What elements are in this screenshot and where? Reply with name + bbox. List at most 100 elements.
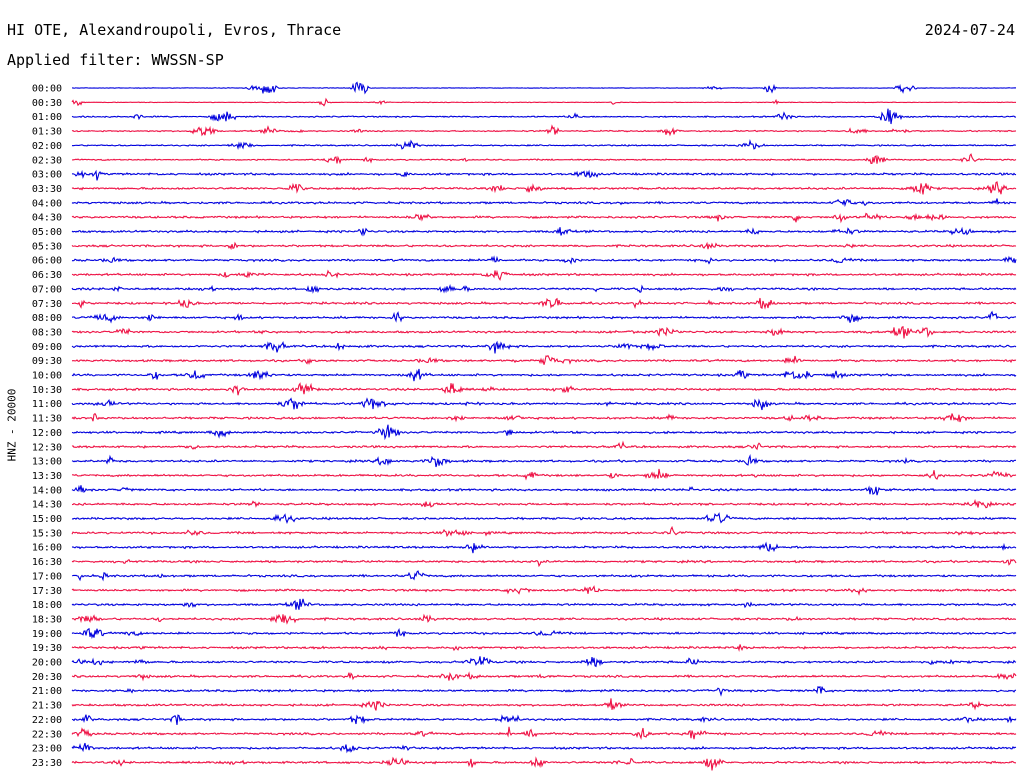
trace-row-2330 <box>71 756 1017 771</box>
row-time-label: 20:30 <box>32 672 62 683</box>
trace-row-0230 <box>71 153 1017 165</box>
row-time-label: 06:30 <box>32 270 62 281</box>
row-time-labels: 00:00 00:30 01:00 01:30 02:00 02:30 03:00 03:30… <box>32 84 62 769</box>
trace-row-1830 <box>71 613 1017 625</box>
trace-row-1000 <box>71 368 1017 382</box>
row-time-label: 13:00 <box>32 457 62 468</box>
row-time-label: 12:30 <box>32 442 62 453</box>
trace-row-0730 <box>71 297 1017 310</box>
row-time-label: 12:00 <box>32 428 62 439</box>
row-time-label: 18:30 <box>32 614 62 625</box>
row-time-label: 09:30 <box>32 356 62 367</box>
row-time-label: 08:00 <box>32 313 62 324</box>
trace-row-0800 <box>71 310 1017 324</box>
row-time-label: 21:30 <box>32 701 62 712</box>
trace-row-0330 <box>71 181 1017 195</box>
trace-row-0000 <box>71 81 1017 95</box>
row-time-label: 13:30 <box>32 471 62 482</box>
row-time-label: 09:00 <box>32 342 62 353</box>
trace-row-0600 <box>71 255 1017 265</box>
trace-row-0900 <box>71 340 1017 354</box>
trace-row-0930 <box>71 354 1017 366</box>
row-time-label: 11:00 <box>32 399 62 410</box>
row-time-label: 06:00 <box>32 256 62 267</box>
station-title: HI OTE, Alexandroupoli, Evros, Thrace <box>7 21 342 39</box>
trace-row-0400 <box>71 198 1017 208</box>
row-time-label: 00:00 <box>32 84 62 95</box>
trace-row-1900 <box>71 627 1017 640</box>
trace-row-0200 <box>71 139 1017 151</box>
row-time-label: 01:30 <box>32 127 62 138</box>
trace-row-1100 <box>71 397 1017 411</box>
trace-row-2100 <box>71 685 1017 697</box>
row-time-label: 18:00 <box>32 600 62 611</box>
row-time-label: 07:30 <box>32 299 62 310</box>
trace-row-1600 <box>71 541 1017 554</box>
row-time-label: 10:00 <box>32 371 62 382</box>
row-time-label: 19:00 <box>32 629 62 640</box>
trace-row-1130 <box>71 412 1017 423</box>
trace-row-0430 <box>71 212 1017 224</box>
row-time-label: 04:00 <box>32 198 62 209</box>
trace-row-1330 <box>71 468 1017 481</box>
trace-row-0300 <box>71 169 1017 181</box>
row-time-label: 03:30 <box>32 184 62 195</box>
row-time-label: 21:00 <box>32 686 62 697</box>
trace-row-1630 <box>71 558 1017 568</box>
record-date: 2024-07-24 <box>924 21 1015 39</box>
row-time-label: 08:30 <box>32 327 62 338</box>
trace-row-2230 <box>71 726 1017 740</box>
row-time-label: 16:30 <box>32 557 62 568</box>
trace-row-0630 <box>71 269 1017 281</box>
trace-row-1930 <box>71 644 1017 652</box>
row-time-label: 02:00 <box>32 141 62 152</box>
row-time-label: 23:00 <box>32 744 62 755</box>
row-time-label: 01:00 <box>32 112 62 123</box>
trace-row-1530 <box>71 525 1017 538</box>
trace-rows <box>71 81 1017 771</box>
row-time-label: 02:30 <box>32 155 62 166</box>
trace-row-1800 <box>71 598 1017 610</box>
row-time-label: 15:30 <box>32 528 62 539</box>
row-time-label: 04:30 <box>32 213 62 224</box>
row-time-label: 22:30 <box>32 729 62 740</box>
trace-row-1400 <box>71 484 1017 496</box>
trace-row-2130 <box>71 698 1017 711</box>
trace-row-0100 <box>71 108 1017 125</box>
trace-row-1200 <box>71 424 1017 441</box>
trace-row-2030 <box>71 671 1017 682</box>
trace-row-1430 <box>71 498 1017 509</box>
trace-row-1030 <box>71 382 1017 396</box>
trace-row-1300 <box>71 453 1017 468</box>
row-time-label: 16:00 <box>32 543 62 554</box>
row-time-label: 05:30 <box>32 241 62 252</box>
row-time-label: 20:00 <box>32 658 62 669</box>
trace-row-0030 <box>71 97 1017 107</box>
row-time-label: 11:30 <box>32 414 62 425</box>
row-time-label: 19:30 <box>32 643 62 654</box>
row-time-label: 22:00 <box>32 715 62 726</box>
filter-label: Applied filter: WWSSN-SP <box>7 51 224 69</box>
trace-row-1230 <box>71 440 1017 451</box>
trace-row-2000 <box>71 656 1017 668</box>
trace-row-1730 <box>71 585 1017 596</box>
row-time-label: 17:30 <box>32 586 62 597</box>
trace-row-0530 <box>71 241 1017 251</box>
trace-row-0500 <box>71 226 1017 237</box>
trace-row-0130 <box>71 124 1017 137</box>
row-time-label: 14:30 <box>32 500 62 511</box>
trace-row-0700 <box>71 284 1017 294</box>
row-time-label: 15:00 <box>32 514 62 525</box>
row-time-label: 23:30 <box>32 758 62 769</box>
row-time-label: 07:00 <box>32 284 62 295</box>
trace-row-0830 <box>71 326 1017 339</box>
trace-row-2300 <box>71 742 1017 754</box>
row-time-label: 17:00 <box>32 571 62 582</box>
row-time-label: 03:00 <box>32 170 62 181</box>
trace-row-1700 <box>71 570 1017 582</box>
row-time-label: 14:00 <box>32 485 62 496</box>
trace-row-2200 <box>71 714 1017 725</box>
trace-row-1500 <box>71 512 1017 525</box>
row-time-label: 10:30 <box>32 385 62 396</box>
